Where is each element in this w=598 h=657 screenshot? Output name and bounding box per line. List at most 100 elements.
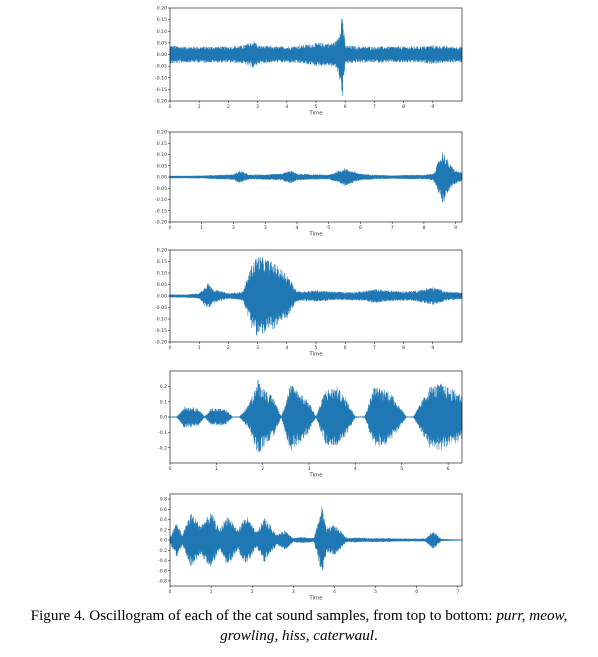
x-tick-label: 7: [456, 589, 459, 595]
x-tick-label: 2: [232, 225, 235, 231]
waveform-series: [169, 18, 463, 96]
y-tick-label: 0.00: [157, 175, 167, 181]
y-tick-label: -0.15: [155, 87, 167, 93]
y-tick-label: 0.0: [160, 538, 167, 544]
x-tick-label: 8: [422, 225, 425, 231]
y-tick-label: -0.05: [155, 64, 167, 70]
x-tick-label: 5: [400, 466, 403, 472]
y-tick-label: -0.4: [158, 558, 167, 564]
x-tick-label: 1: [198, 345, 201, 351]
x-tick-label: 5: [315, 104, 318, 110]
y-tick-label: 0.20: [157, 6, 167, 12]
oscillogram-2: 0.20 0.15 0.10 0.05 0.00 -0.05 -0.10 -0.15 -0.20…: [155, 130, 463, 238]
x-tick-label: 4: [354, 466, 357, 472]
y-tick-label: -0.2: [158, 445, 167, 451]
x-tick-label: 6: [415, 589, 418, 595]
waveform-series: [169, 507, 463, 571]
caption-suffix: .: [374, 627, 378, 644]
x-tick-label: 2: [227, 104, 230, 110]
caption-prefix: Figure 4. Oscillogram of each of the cat…: [30, 607, 497, 624]
x-tick-label: 5: [374, 589, 377, 595]
y-tick-label: 0.05: [157, 282, 167, 288]
x-axis-label: Time: [308, 232, 323, 238]
x-tick-label: 1: [198, 104, 201, 110]
x-tick-label: 4: [333, 589, 336, 595]
y-tick-label: 0.0: [160, 415, 167, 421]
y-tick-label: -0.20: [155, 340, 167, 346]
x-tick-label: 2: [251, 589, 254, 595]
x-tick-label: 0: [169, 104, 172, 110]
waveform-series: [169, 152, 463, 203]
y-tick-label: 0.10: [157, 152, 167, 158]
y-tick-label: -0.10: [155, 317, 167, 323]
y-tick-label: 0.15: [157, 17, 167, 23]
figure-caption: Figure 4. Oscillogram of each of the cat…: [0, 606, 598, 646]
y-tick-label: 0.15: [157, 141, 167, 147]
x-tick-label: 1: [215, 466, 218, 472]
waveform-series: [169, 380, 463, 453]
y-tick-label: 0.10: [157, 271, 167, 277]
caption-italic: purr, meow, growling, hiss, caterwaul: [220, 607, 568, 644]
x-tick-label: 8: [402, 104, 405, 110]
x-tick-label: 7: [373, 104, 376, 110]
oscillogram-3: 0.20 0.15 0.10 0.05 0.00 -0.05 -0.10 -0.15 -0.20…: [155, 248, 463, 358]
y-tick-label: 0.4: [160, 517, 167, 523]
y-tick-label: -0.10: [155, 75, 167, 81]
x-tick-label: 8: [402, 345, 405, 351]
x-tick-label: 7: [391, 225, 394, 231]
oscillogram-5: 0.8 0.6 0.4 0.2 0.0 -0.2 -0.4 -0.6 -0.80 1 2 3 4 5 6 7 T…: [158, 493, 463, 602]
y-tick-label: -0.1: [158, 430, 167, 436]
oscillogram-4: 0.2 0.1 0.0 -0.1 -0.2 0 1 2 3 4 5 6 Time: [158, 370, 463, 479]
y-tick-label: -0.05: [155, 305, 167, 311]
x-tick-label: 0: [169, 466, 172, 472]
x-tick-label: 0: [169, 225, 172, 231]
y-tick-label: 0.10: [157, 29, 167, 35]
y-tick-label: 0.1: [160, 399, 167, 405]
y-tick-label: -0.10: [155, 197, 167, 203]
x-tick-label: 7: [373, 345, 376, 351]
x-tick-label: 1: [210, 589, 213, 595]
y-tick-label: -0.15: [155, 328, 167, 334]
y-tick-label: -0.20: [155, 220, 167, 226]
x-tick-label: 9: [454, 225, 457, 231]
y-tick-label: 0.8: [160, 497, 167, 503]
x-tick-label: 9: [431, 345, 434, 351]
x-tick-label: 1: [200, 225, 203, 231]
x-tick-label: 6: [344, 104, 347, 110]
y-tick-label: 0.00: [157, 52, 167, 58]
y-tick-label: 0.05: [157, 163, 167, 169]
x-tick-label: 3: [264, 225, 267, 231]
x-tick-label: 4: [295, 225, 298, 231]
x-tick-label: 0: [169, 345, 172, 351]
x-tick-label: 6: [447, 466, 450, 472]
x-tick-label: 6: [359, 225, 362, 231]
x-tick-label: 0: [169, 589, 172, 595]
x-axis-label: Time: [308, 352, 323, 358]
x-tick-label: 5: [315, 345, 318, 351]
x-tick-label: 2: [261, 466, 264, 472]
y-tick-label: 0.15: [157, 259, 167, 265]
y-tick-label: 0.6: [160, 507, 167, 513]
y-tick-label: 0.20: [157, 248, 167, 254]
y-tick-label: -0.2: [158, 548, 167, 554]
y-tick-label: 0.2: [160, 384, 167, 390]
y-tick-label: -0.8: [158, 578, 167, 584]
y-tick-label: -0.05: [155, 186, 167, 192]
oscillogram-1: 0.20 0.15 0.10 0.05 0.00 -0.05 -0.10 -0.15 -0.20…: [155, 6, 463, 117]
y-tick-label: 0.20: [157, 130, 167, 136]
x-axis-label: Time: [308, 473, 323, 479]
x-axis-label: Time: [308, 111, 323, 117]
x-tick-label: 4: [285, 104, 288, 110]
x-tick-label: 2: [227, 345, 230, 351]
y-tick-label: 0.00: [157, 294, 167, 300]
x-tick-label: 9: [431, 104, 434, 110]
x-tick-label: 3: [292, 589, 295, 595]
y-tick-label: 0.05: [157, 40, 167, 46]
x-tick-label: 3: [256, 345, 259, 351]
x-tick-label: 3: [308, 466, 311, 472]
y-tick-label: -0.20: [155, 99, 167, 105]
waveform-series: [169, 256, 463, 336]
x-tick-label: 4: [285, 345, 288, 351]
x-tick-label: 5: [327, 225, 330, 231]
